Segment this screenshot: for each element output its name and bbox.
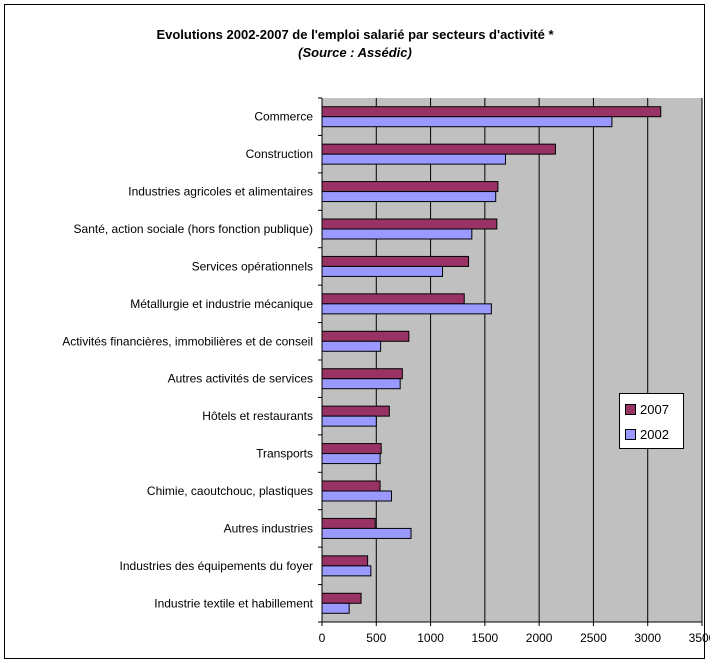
bar-2007 xyxy=(321,368,403,380)
plot-area xyxy=(322,98,702,622)
bar-2002 xyxy=(321,191,497,203)
bar-2002 xyxy=(321,453,381,465)
category-label: Services opérationnels xyxy=(192,259,313,273)
x-tick-label: 1500 xyxy=(472,631,499,645)
category-label: Transports xyxy=(256,447,313,461)
bar-2007 xyxy=(321,480,381,492)
bar-2007 xyxy=(321,143,556,155)
bar-2002 xyxy=(321,340,382,352)
category-label: Construction xyxy=(246,147,313,161)
category-label: Commerce xyxy=(254,110,313,124)
bar-2007 xyxy=(321,405,390,417)
x-tick-label: 0 xyxy=(319,631,326,645)
x-tick-label: 3500 xyxy=(689,631,710,645)
legend-item-2002: 2002 xyxy=(625,426,669,442)
bar-2007 xyxy=(321,106,662,118)
bar-2002 xyxy=(321,602,350,614)
bar-2002 xyxy=(321,116,613,128)
category-label: Hôtels et restaurants xyxy=(202,409,313,423)
bar-2007 xyxy=(321,218,498,230)
bar-2007 xyxy=(321,517,376,529)
legend: 2007 2002 xyxy=(619,393,684,449)
category-label: Industrie textile et habillement xyxy=(154,596,313,610)
bar-2007 xyxy=(321,255,470,267)
bar-2002 xyxy=(321,153,506,165)
category-label: Métallurgie et industrie mécanique xyxy=(130,297,313,311)
category-label: Activités financières, immobilières et d… xyxy=(62,334,313,348)
bar-2002 xyxy=(321,228,473,240)
category-label: Industries des équipements du foyer xyxy=(120,559,313,573)
bar-2007 xyxy=(321,181,499,193)
bar-2007 xyxy=(321,555,369,567)
bar-2002 xyxy=(321,415,377,427)
legend-swatch-2002 xyxy=(625,428,636,440)
bar-2002 xyxy=(321,490,392,502)
legend-swatch-2007 xyxy=(625,403,636,415)
x-tick-label: 3000 xyxy=(634,631,661,645)
chart-title: Evolutions 2002-2007 de l'emploi salarié… xyxy=(156,27,554,42)
bar-2007 xyxy=(321,293,465,305)
bar-2002 xyxy=(321,265,444,277)
x-tick-label: 2500 xyxy=(580,631,607,645)
legend-label-2002: 2002 xyxy=(640,426,669,442)
category-label: Chimie, caoutchouc, plastiques xyxy=(147,484,313,498)
category-label: Autres activités de services xyxy=(168,372,313,386)
bar-2002 xyxy=(321,565,372,577)
bar-2007 xyxy=(321,330,410,342)
chart-subtitle: (Source : Assédic) xyxy=(298,45,412,60)
x-tick-label: 500 xyxy=(366,631,386,645)
legend-item-2007: 2007 xyxy=(625,401,669,417)
bar-2007 xyxy=(321,592,362,604)
x-tick-label: 2000 xyxy=(526,631,553,645)
bar-2002 xyxy=(321,527,412,539)
legend-label-2007: 2007 xyxy=(640,401,669,417)
bar-2002 xyxy=(321,378,401,390)
category-label: Autres industries xyxy=(224,521,313,535)
category-label: Santé, action sociale (hors fonction pub… xyxy=(74,222,313,236)
category-label: Industries agricoles et alimentaires xyxy=(128,185,313,199)
x-tick-label: 1000 xyxy=(417,631,444,645)
bar-2007 xyxy=(321,443,382,455)
bar-2002 xyxy=(321,303,492,315)
